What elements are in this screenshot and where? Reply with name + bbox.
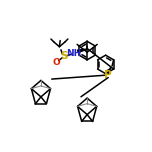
Text: P: P	[104, 70, 111, 80]
Text: NH: NH	[66, 49, 82, 58]
Text: O: O	[52, 58, 60, 67]
Polygon shape	[78, 49, 87, 53]
Text: S: S	[60, 51, 68, 61]
